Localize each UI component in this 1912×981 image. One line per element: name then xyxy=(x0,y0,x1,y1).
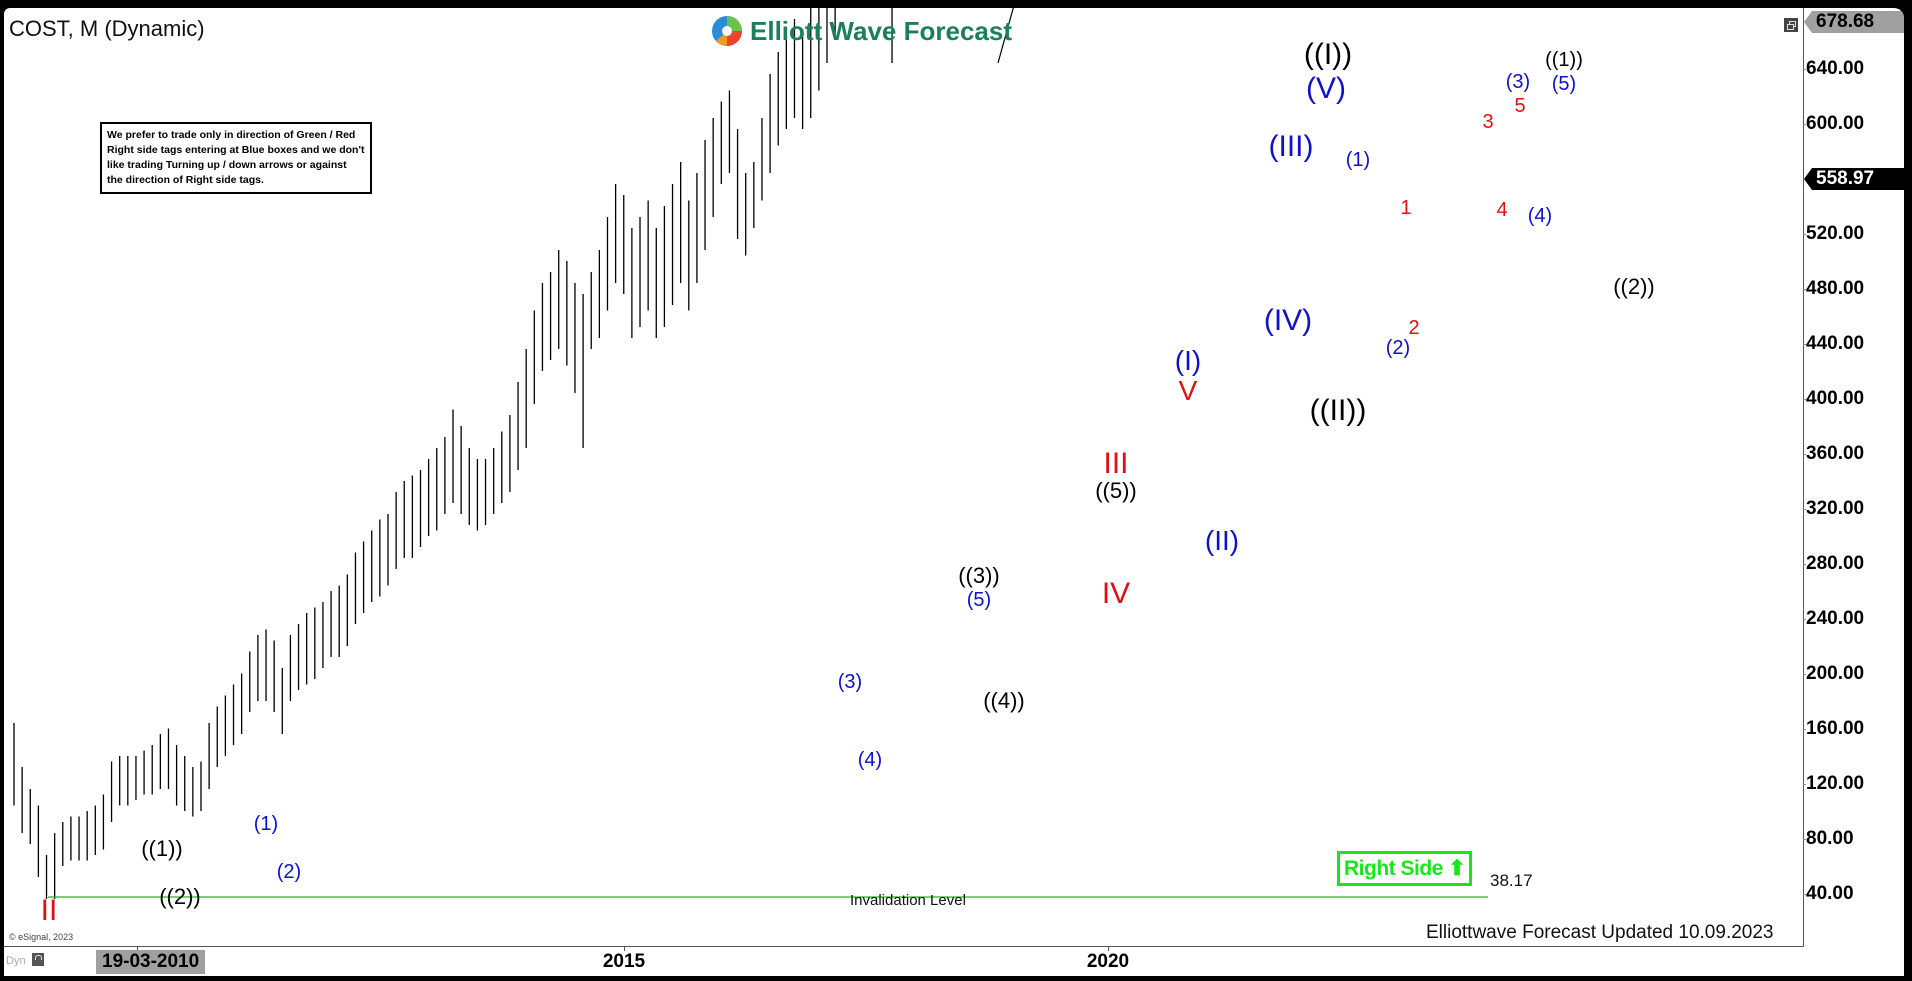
arrow-up-icon: ⬆ xyxy=(1448,857,1466,880)
wave-label: (1) xyxy=(1346,149,1370,171)
wave-label: ((I)) xyxy=(1304,38,1352,71)
price-tick: 120.00 xyxy=(1802,773,1865,794)
wave-label: (2) xyxy=(1386,337,1410,359)
wave-label: (III) xyxy=(1269,130,1314,163)
wave-label: (I) xyxy=(1175,345,1201,376)
right-side-label: Right Side xyxy=(1344,857,1443,880)
price-tick: 520.00 xyxy=(1802,223,1865,244)
trading-note: We prefer to trade only in direction of … xyxy=(100,122,372,194)
restore-window-icon[interactable] xyxy=(1784,18,1798,32)
brand-logo: Elliott Wave Forecast xyxy=(710,14,1012,48)
plot-area[interactable]: II ((1)) ((2)) (1) (2) (3) (4) ((3)) (5) ((4)) III… xyxy=(4,8,1804,947)
wave-label: II xyxy=(41,894,58,927)
price-tick: 480.00 xyxy=(1802,278,1865,299)
wave-label: 1 xyxy=(1400,197,1411,219)
wave-label: 5 xyxy=(1514,95,1525,117)
wave-label: (V) xyxy=(1306,72,1346,105)
wave-label: IV xyxy=(1102,577,1130,610)
price-tick: 400.00 xyxy=(1802,388,1865,409)
wave-label: ((3)) xyxy=(958,563,1000,588)
brand-name: Elliott Wave Forecast xyxy=(750,15,1012,46)
wave-label: (3) xyxy=(1506,71,1530,93)
dynamic-label: Dyn xyxy=(6,955,26,967)
date-cursor: 19-03-2010 xyxy=(96,950,206,974)
wave-label: V xyxy=(1179,375,1198,406)
wave-label: (4) xyxy=(858,749,882,771)
wave-label: (1) xyxy=(254,813,278,835)
right-side-tag: Right Side ⬆ xyxy=(1337,851,1473,886)
wave-label: ((5)) xyxy=(1095,478,1137,503)
price-tick: 280.00 xyxy=(1802,553,1865,574)
wave-label: (4) xyxy=(1528,205,1552,227)
wave-label: ((II)) xyxy=(1310,394,1367,427)
wave-label: (3) xyxy=(838,671,862,693)
high-price-tag: 678.68 xyxy=(1804,11,1904,33)
last-price-tag: 558.97 xyxy=(1804,168,1904,190)
price-tick: 40.00 xyxy=(1803,883,1854,904)
price-tick: 640.00 xyxy=(1802,58,1865,79)
wave-label: (IV) xyxy=(1264,304,1312,337)
wave-labels: II((1))((2))(1)(2)(3)(4)((3))(5)((4))III… xyxy=(41,38,1655,927)
trend-line xyxy=(997,8,1014,64)
lock-icon[interactable] xyxy=(32,953,44,966)
price-tick: 200.00 xyxy=(1802,663,1865,684)
wave-label: (5) xyxy=(1552,73,1576,95)
wave-label: ((1)) xyxy=(141,836,183,861)
wave-label: (5) xyxy=(967,589,991,611)
wave-label: 3 xyxy=(1482,111,1493,133)
year-label-2015: 2015 xyxy=(602,951,646,972)
ohlc-bars xyxy=(13,8,893,899)
price-tick: 440.00 xyxy=(1802,333,1865,354)
price-tick: 360.00 xyxy=(1802,443,1865,464)
price-tick: 600.00 xyxy=(1802,113,1865,134)
wave-label: 4 xyxy=(1496,199,1507,221)
wave-label: ((2)) xyxy=(159,884,201,909)
price-tick: 80.00 xyxy=(1803,828,1854,849)
logo-swirl-icon xyxy=(712,16,742,46)
wave-label: 2 xyxy=(1408,317,1419,339)
year-label-2020: 2020 xyxy=(1086,951,1130,972)
tick-mark xyxy=(624,947,625,951)
price-chart[interactable]: II((1))((2))(1)(2)(3)(4)((3))(5)((4))III… xyxy=(4,8,1804,947)
wave-label: (2) xyxy=(277,861,301,883)
updated-stamp: Elliottwave Forecast Updated 10.09.2023 xyxy=(1426,922,1774,943)
price-axis[interactable]: 678.68 640.00 600.00 558.97 520.00 480.0… xyxy=(1802,8,1904,947)
wave-label: III xyxy=(1103,447,1128,480)
wave-label: ((1)) xyxy=(1545,49,1583,71)
copyright: © eSignal, 2023 xyxy=(9,932,74,942)
wave-label: (II) xyxy=(1205,525,1239,556)
symbol-title: COST, M (Dynamic) xyxy=(9,16,205,41)
invalidation-value: 38.17 xyxy=(1490,871,1533,890)
wave-label: ((4)) xyxy=(983,688,1025,713)
price-tick: 320.00 xyxy=(1802,498,1865,519)
tick-mark xyxy=(137,947,138,951)
chart-window: II ((1)) ((2)) (1) (2) (3) (4) ((3)) (5) ((4)) III… xyxy=(4,8,1904,976)
invalidation-label: Invalidation Level xyxy=(850,892,966,909)
tick-mark xyxy=(1108,947,1109,951)
time-axis[interactable]: Dyn 19-03-2010 2015 2020 xyxy=(4,947,1804,976)
wave-label: ((2)) xyxy=(1613,274,1655,299)
price-tick: 160.00 xyxy=(1802,718,1865,739)
price-tick: 240.00 xyxy=(1802,608,1865,629)
